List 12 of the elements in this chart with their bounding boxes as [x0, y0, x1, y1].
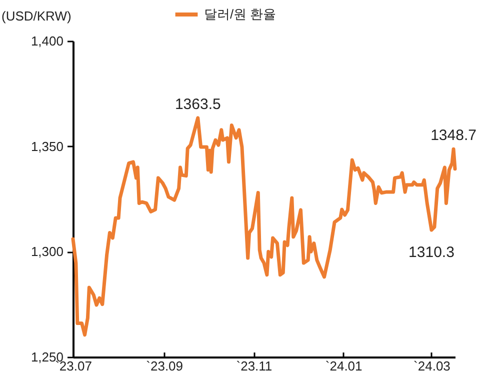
x-tick-label: `24.01	[325, 358, 362, 374]
y-tick-label: 1,350	[30, 138, 64, 154]
x-tick-label: `23.11	[236, 358, 272, 374]
annotation: 1363.5	[174, 96, 221, 113]
y-tick-label: 1,400	[30, 34, 64, 48]
y-axis-title: (USD/KRW)	[2, 8, 72, 24]
y-tick-label: 1,300	[30, 244, 64, 260]
annotation: 1348.7	[430, 127, 476, 144]
legend-label: 달러/원 환율	[204, 6, 276, 22]
x-tick-label: `23.09	[146, 358, 184, 374]
annotation: 1310.3	[408, 244, 454, 261]
x-tick-label: `24.03	[414, 358, 450, 374]
